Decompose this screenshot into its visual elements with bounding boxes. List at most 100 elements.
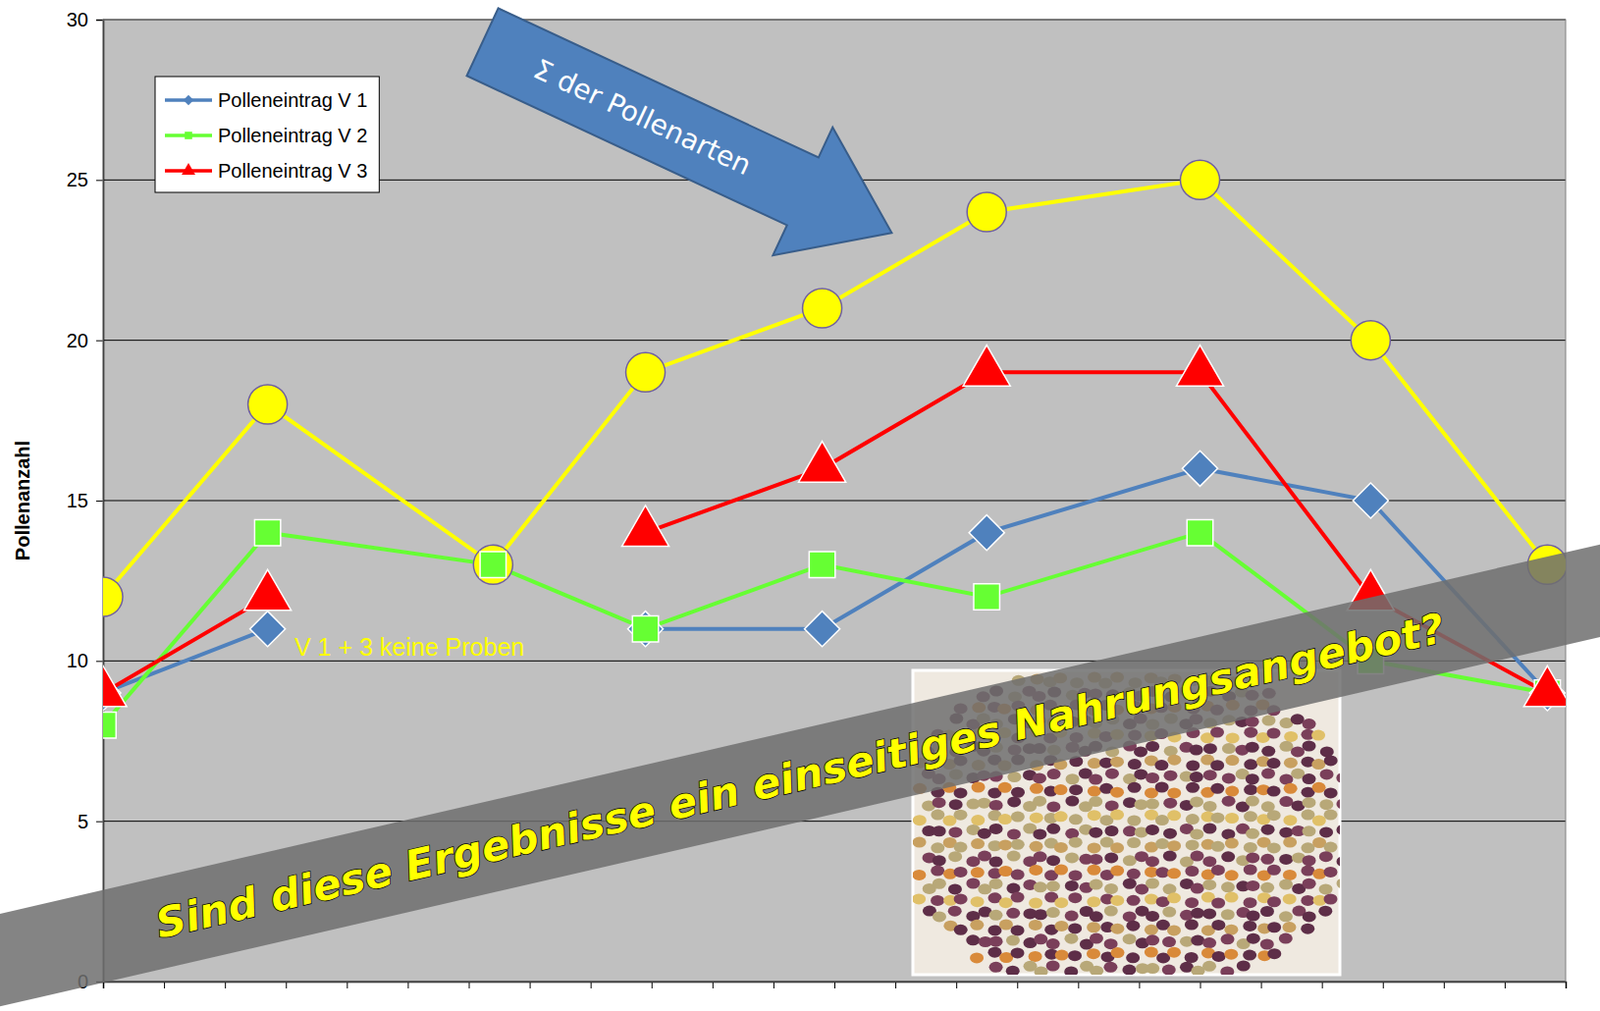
pollen-grain (912, 814, 927, 826)
pollen-grain (1126, 868, 1141, 880)
pollen-grain (1127, 758, 1142, 770)
pollen-grain (1225, 786, 1239, 798)
pollen-grain (1029, 812, 1044, 824)
pollen-grain (1089, 879, 1104, 891)
pollen-grain (1122, 854, 1137, 866)
pollen-grain (1211, 919, 1226, 931)
pollen-grain (932, 825, 947, 837)
pollen-grain (1087, 809, 1102, 821)
y-axis: 051015202530 (66, 8, 105, 993)
pollen-grain (1033, 933, 1048, 945)
pollen-grain (970, 896, 985, 907)
pollen-grain (1145, 824, 1160, 836)
pollen-grain (1167, 924, 1181, 936)
pollen-grain (1335, 799, 1340, 810)
pollen-grain (1007, 796, 1021, 807)
pollen-grain (1122, 878, 1137, 890)
y-tick-mark (96, 500, 104, 502)
pollen-grain (1067, 950, 1082, 961)
pollen-grain (998, 782, 1013, 794)
pollen-grain (1122, 797, 1137, 808)
pollen-grain (999, 897, 1014, 908)
pollen-grain (1221, 851, 1235, 862)
pollen-grain (1260, 853, 1275, 865)
y-tick-label: 20 (66, 329, 89, 352)
pollen-grain (1243, 727, 1258, 739)
marker (962, 345, 1011, 387)
pollen-grain (1054, 842, 1068, 854)
pollen-grain (1145, 878, 1160, 890)
pollen-grain (998, 839, 1013, 851)
pollen-grain (1125, 920, 1140, 932)
pollen-grain (1279, 879, 1293, 891)
pollen-grain (1319, 799, 1334, 810)
pollen-grain (1221, 881, 1235, 893)
pollen-grain (1210, 759, 1225, 771)
pollen-grain (1324, 866, 1338, 878)
pollen-grain (1145, 962, 1160, 974)
pollen-grain (1320, 768, 1334, 780)
y-tick-label: 30 (66, 8, 89, 31)
pollen-grain (1324, 754, 1338, 766)
pollen-grain (1203, 800, 1218, 812)
pollen-grain (1032, 796, 1047, 807)
pollen-grain (1046, 960, 1061, 972)
pollen-grain (1185, 759, 1200, 771)
pollen-grain (1006, 907, 1020, 919)
annotation-no-samples: V 1 + 3 keine Proben (294, 633, 525, 661)
pollen-grain (1224, 949, 1238, 960)
pollen-grain (1067, 869, 1082, 881)
x-tick (712, 981, 714, 989)
x-tick-mark (1322, 981, 1324, 989)
pollen-grain (1055, 950, 1069, 961)
pollen-grain (977, 851, 992, 862)
x-tick (346, 981, 348, 989)
pollen-grain (1154, 759, 1169, 771)
pollen-grain (1064, 933, 1078, 945)
pollen-grain (1190, 935, 1205, 947)
pollen-grain (1011, 869, 1025, 881)
pollen-grain (989, 878, 1004, 890)
pollen-grain (1324, 893, 1338, 905)
x-tick (224, 981, 226, 989)
pollen-grain (1302, 773, 1317, 785)
pollen-grain (1302, 825, 1317, 837)
pollen-grain (1290, 713, 1305, 725)
pollen-grain (1144, 947, 1159, 959)
y-axis-title: Pollenanzahl (11, 440, 34, 561)
pollen-grain (1054, 920, 1068, 932)
pollen-grain (930, 842, 945, 854)
pollen-grain (1279, 933, 1293, 945)
pollen-grain (1324, 809, 1338, 821)
grid-line (103, 339, 1566, 341)
pollen-grain (1133, 746, 1148, 757)
pollen-grain (1122, 825, 1137, 837)
pollen-grain (1222, 743, 1236, 754)
x-tick (590, 981, 592, 989)
y-tick-label: 15 (66, 489, 89, 512)
grid-line (103, 500, 1566, 502)
x-tick-mark (1443, 981, 1445, 989)
x-tick-mark (163, 981, 165, 989)
pollen-grain (1046, 938, 1061, 950)
pollen-grain (1011, 811, 1025, 823)
pollen-grain (1210, 783, 1225, 795)
pollen-grain (1086, 864, 1101, 876)
pollen-grain (1087, 842, 1102, 854)
x-tick-mark (1138, 981, 1140, 989)
pollen-grain (1086, 896, 1101, 907)
pollen-grain (930, 895, 945, 907)
pollen-grain (1033, 908, 1048, 920)
pollen-grain (1110, 809, 1124, 821)
pollen-grain (1225, 812, 1239, 824)
pollen-grain (1087, 786, 1102, 798)
pollen-grain (1281, 921, 1296, 933)
pollen-grain (1126, 814, 1141, 826)
pollen-grain (1318, 906, 1333, 917)
x-tick-mark (590, 981, 592, 989)
pollen-grain (1246, 933, 1261, 945)
pollen-grain (1110, 895, 1124, 907)
pollen-grain (948, 851, 962, 862)
pollen-grain (1054, 784, 1068, 796)
pollen-grain (1202, 907, 1217, 919)
